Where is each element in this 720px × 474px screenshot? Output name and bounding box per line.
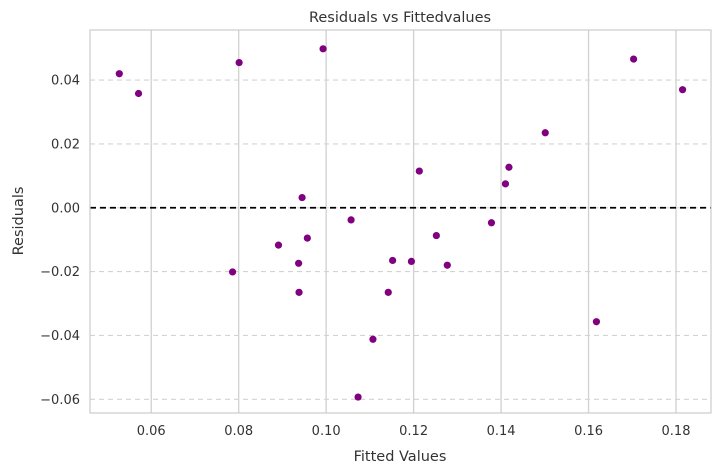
x-axis-title: Fitted Values	[354, 449, 447, 465]
data-point	[298, 193, 306, 202]
data-point	[384, 288, 392, 296]
data-point	[369, 335, 377, 343]
data-points	[115, 45, 687, 401]
data-point	[541, 129, 549, 137]
data-point	[303, 234, 311, 242]
data-point	[347, 216, 355, 224]
data-point	[389, 256, 397, 265]
data-point	[354, 393, 362, 401]
data-point	[501, 180, 510, 188]
data-point	[228, 268, 237, 276]
x-tick-label: 0.10	[312, 424, 341, 439]
y-axis-title: Residuals	[11, 187, 27, 256]
data-point	[487, 219, 496, 227]
data-point	[505, 163, 513, 171]
x-tick-labels: 0.06 0.08 0.10 0.12 0.14 0.16 0.18	[137, 424, 691, 439]
data-point	[432, 231, 440, 240]
data-point	[407, 257, 416, 265]
data-point	[592, 318, 601, 326]
x-tick-label: 0.12	[399, 424, 428, 439]
chart-title: Residuals vs Fittedvalues	[309, 10, 491, 26]
y-tick-label: 0.02	[51, 137, 80, 152]
data-point	[678, 86, 687, 94]
x-tick-label: 0.16	[574, 424, 603, 439]
data-point	[629, 55, 638, 63]
x-tick-label: 0.06	[137, 424, 166, 439]
data-point	[443, 261, 451, 269]
data-point	[115, 70, 123, 78]
data-point	[319, 45, 327, 53]
data-point	[295, 259, 303, 267]
plot-area-frame	[89, 29, 712, 414]
y-tick-label: −0.04	[40, 329, 80, 344]
x-tick-label: 0.14	[487, 424, 516, 439]
x-tick-label: 0.18	[662, 424, 691, 439]
data-point	[274, 241, 283, 249]
y-tick-labels: −0.06 −0.04 −0.02 0.00 0.02 0.04	[40, 74, 80, 408]
y-tick-label: −0.06	[40, 393, 80, 408]
y-tick-label: 0.04	[51, 74, 80, 89]
data-point	[415, 167, 423, 175]
y-tick-label: 0.00	[51, 201, 80, 216]
x-tick-label: 0.08	[224, 424, 253, 439]
y-tick-label: −0.02	[40, 265, 80, 280]
data-point	[235, 58, 243, 67]
data-point	[295, 288, 303, 296]
data-point	[134, 89, 143, 98]
